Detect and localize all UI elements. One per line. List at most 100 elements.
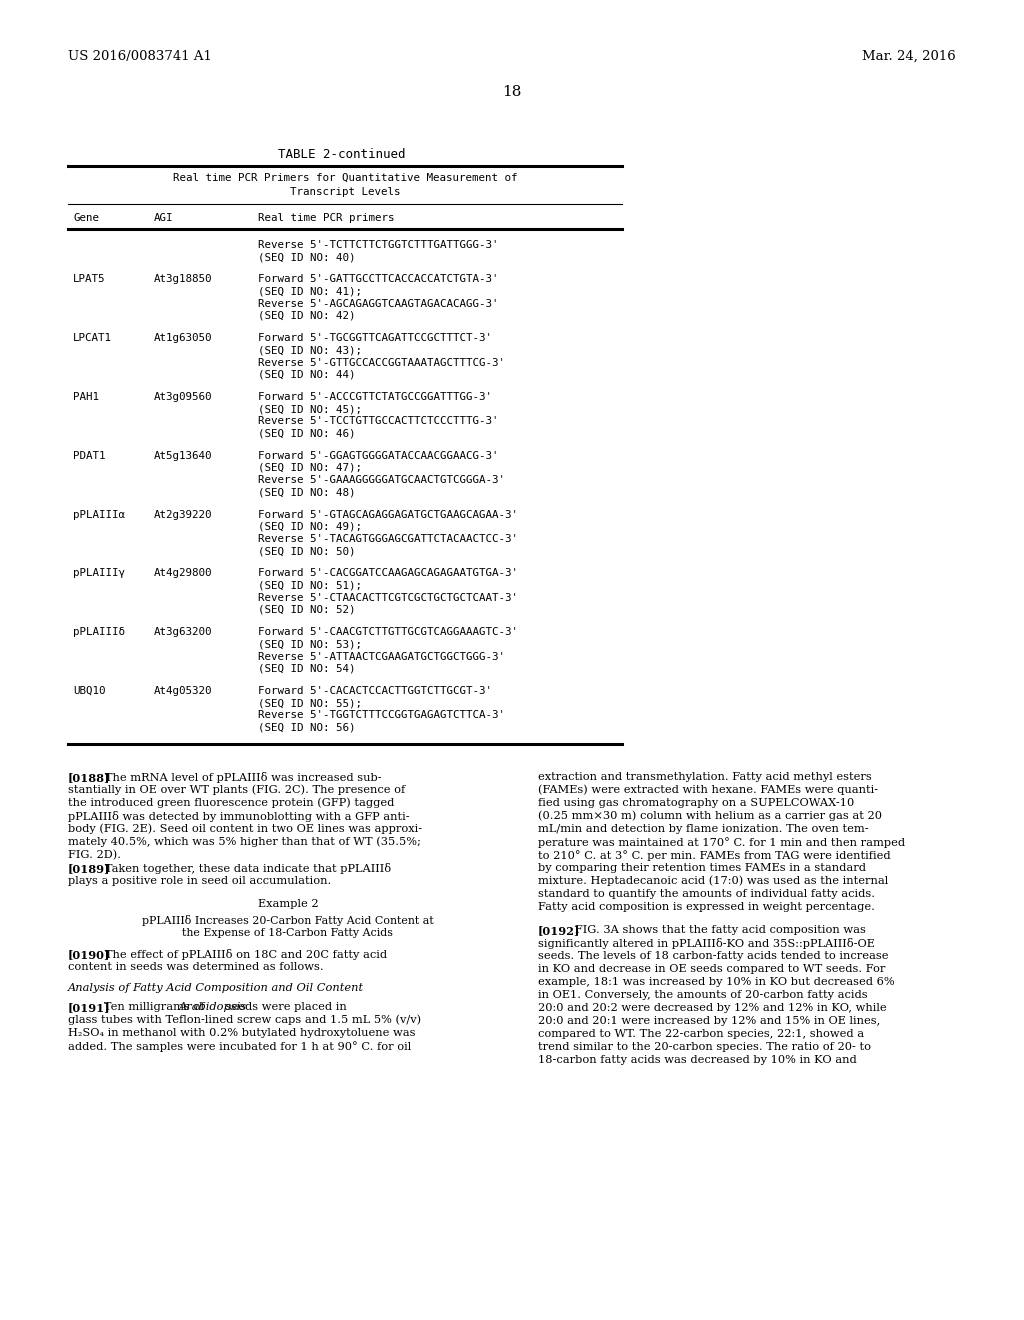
Text: The effect of pPLAIIIδ on 18C and 20C fatty acid: The effect of pPLAIIIδ on 18C and 20C fa… (93, 949, 387, 960)
Text: Arabidopsis: Arabidopsis (179, 1002, 247, 1012)
Text: Forward 5'-ACCCGTTCTATGCCGGATTTGG-3': Forward 5'-ACCCGTTCTATGCCGGATTTGG-3' (258, 392, 492, 403)
Text: Real time PCR primers: Real time PCR primers (258, 213, 394, 223)
Text: in OE1. Conversely, the amounts of 20-carbon fatty acids: in OE1. Conversely, the amounts of 20-ca… (538, 990, 867, 999)
Text: (SEQ ID NO: 49);: (SEQ ID NO: 49); (258, 521, 362, 532)
Text: perature was maintained at 170° C. for 1 min and then ramped: perature was maintained at 170° C. for 1… (538, 837, 905, 847)
Text: extraction and transmethylation. Fatty acid methyl esters: extraction and transmethylation. Fatty a… (538, 772, 871, 781)
Text: (FAMEs) were extracted with hexane. FAMEs were quanti-: (FAMEs) were extracted with hexane. FAME… (538, 785, 879, 796)
Text: pPLAIIIα: pPLAIIIα (73, 510, 125, 520)
Text: 20:0 and 20:2 were decreased by 12% and 12% in KO, while: 20:0 and 20:2 were decreased by 12% and … (538, 1003, 887, 1012)
Text: Reverse 5'-TGGTCTTTCCGGTGAGAGTCTTCA-3': Reverse 5'-TGGTCTTTCCGGTGAGAGTCTTCA-3' (258, 710, 505, 721)
Text: Forward 5'-CAACGTCTTGTTGCGTCAGGAAAGTC-3': Forward 5'-CAACGTCTTGTTGCGTCAGGAAAGTC-3' (258, 627, 518, 638)
Text: the Expense of 18-Carbon Fatty Acids: the Expense of 18-Carbon Fatty Acids (182, 928, 393, 937)
Text: Real time PCR Primers for Quantitative Measurement of: Real time PCR Primers for Quantitative M… (173, 173, 517, 183)
Text: FIG. 3A shows that the fatty acid composition was: FIG. 3A shows that the fatty acid compos… (563, 925, 865, 935)
Text: 18-carbon fatty acids was decreased by 10% in KO and: 18-carbon fatty acids was decreased by 1… (538, 1055, 857, 1065)
Text: H₂SO₄ in methanol with 0.2% butylated hydroxytoluene was: H₂SO₄ in methanol with 0.2% butylated hy… (68, 1028, 416, 1038)
Text: FIG. 2D).: FIG. 2D). (68, 850, 121, 861)
Text: Forward 5'-GATTGCCTTCACCACCATCTGTA-3': Forward 5'-GATTGCCTTCACCACCATCTGTA-3' (258, 275, 499, 284)
Text: (SEQ ID NO: 46): (SEQ ID NO: 46) (258, 429, 355, 438)
Text: (SEQ ID NO: 52): (SEQ ID NO: 52) (258, 605, 355, 615)
Text: plays a positive role in seed oil accumulation.: plays a positive role in seed oil accumu… (68, 875, 331, 886)
Text: (SEQ ID NO: 45);: (SEQ ID NO: 45); (258, 404, 362, 414)
Text: mixture. Heptadecanoic acid (17:0) was used as the internal: mixture. Heptadecanoic acid (17:0) was u… (538, 875, 888, 886)
Text: Reverse 5'-CTAACACTTCGTCGCTGCTGCTCAAT-3': Reverse 5'-CTAACACTTCGTCGCTGCTGCTCAAT-3' (258, 593, 518, 603)
Text: significantly altered in pPLAIIIδ-KO and 35S::pPLAIIIδ-OE: significantly altered in pPLAIIIδ-KO and… (538, 937, 874, 949)
Text: Reverse 5'-ATTAACTCGAAGATGCTGGCTGGG-3': Reverse 5'-ATTAACTCGAAGATGCTGGCTGGG-3' (258, 652, 505, 661)
Text: (SEQ ID NO: 53);: (SEQ ID NO: 53); (258, 639, 362, 649)
Text: trend similar to the 20-carbon species. The ratio of 20- to: trend similar to the 20-carbon species. … (538, 1041, 871, 1052)
Text: The mRNA level of pPLAIIIδ was increased sub-: The mRNA level of pPLAIIIδ was increased… (93, 772, 381, 783)
Text: (SEQ ID NO: 42): (SEQ ID NO: 42) (258, 312, 355, 321)
Text: pPLAIIIδ Increases 20-Carbon Fatty Acid Content at: pPLAIIIδ Increases 20-Carbon Fatty Acid … (142, 915, 434, 925)
Text: At4g29800: At4g29800 (154, 569, 213, 578)
Text: pPLAIIIγ: pPLAIIIγ (73, 569, 125, 578)
Text: At3g63200: At3g63200 (154, 627, 213, 638)
Text: added. The samples were incubated for 1 h at 90° C. for oil: added. The samples were incubated for 1 … (68, 1040, 412, 1052)
Text: Ten milligrams of: Ten milligrams of (92, 1002, 208, 1012)
Text: Reverse 5'-GAAAGGGGGATGCAACTGTCGGGA-3': Reverse 5'-GAAAGGGGGATGCAACTGTCGGGA-3' (258, 475, 505, 486)
Text: (SEQ ID NO: 44): (SEQ ID NO: 44) (258, 370, 355, 380)
Text: PAH1: PAH1 (73, 392, 99, 403)
Text: pPLAIIIδ was detected by immunoblotting with a GFP anti-: pPLAIIIδ was detected by immunoblotting … (68, 810, 410, 822)
Text: Reverse 5'-GTTGCCACCGGTAAATAGCTTTCG-3': Reverse 5'-GTTGCCACCGGTAAATAGCTTTCG-3' (258, 358, 505, 367)
Text: (SEQ ID NO: 56): (SEQ ID NO: 56) (258, 722, 355, 733)
Text: [0191]: [0191] (68, 1002, 111, 1012)
Text: Example 2: Example 2 (258, 899, 318, 908)
Text: example, 18:1 was increased by 10% in KO but decreased 6%: example, 18:1 was increased by 10% in KO… (538, 977, 895, 987)
Text: by comparing their retention times FAMEs in a standard: by comparing their retention times FAMEs… (538, 863, 866, 873)
Text: At5g13640: At5g13640 (154, 451, 213, 461)
Text: in KO and decrease in OE seeds compared to WT seeds. For: in KO and decrease in OE seeds compared … (538, 964, 886, 974)
Text: TABLE 2-continued: TABLE 2-continued (279, 148, 406, 161)
Text: Forward 5'-GGAGTGGGGATACCAACGGAACG-3': Forward 5'-GGAGTGGGGATACCAACGGAACG-3' (258, 451, 499, 461)
Text: pPLAIIIδ: pPLAIIIδ (73, 627, 125, 638)
Text: [0189]: [0189] (68, 863, 111, 874)
Text: mL/min and detection by flame ionization. The oven tem-: mL/min and detection by flame ionization… (538, 824, 868, 834)
Text: the introduced green fluorescence protein (GFP) tagged: the introduced green fluorescence protei… (68, 797, 394, 808)
Text: seeds. The levels of 18 carbon-fatty acids tended to increase: seeds. The levels of 18 carbon-fatty aci… (538, 950, 889, 961)
Text: PDAT1: PDAT1 (73, 451, 105, 461)
Text: standard to quantify the amounts of individual fatty acids.: standard to quantify the amounts of indi… (538, 888, 874, 899)
Text: (SEQ ID NO: 55);: (SEQ ID NO: 55); (258, 698, 362, 709)
Text: Reverse 5'-AGCAGAGGTCAAGTAGACACAGG-3': Reverse 5'-AGCAGAGGTCAAGTAGACACAGG-3' (258, 298, 499, 309)
Text: LPCAT1: LPCAT1 (73, 333, 112, 343)
Text: Gene: Gene (73, 213, 99, 223)
Text: (SEQ ID NO: 51);: (SEQ ID NO: 51); (258, 581, 362, 590)
Text: Reverse 5'-TCCTGTTGCCACTTCTCCCTTTG-3': Reverse 5'-TCCTGTTGCCACTTCTCCCTTTG-3' (258, 416, 499, 426)
Text: body (FIG. 2E). Seed oil content in two OE lines was approxi-: body (FIG. 2E). Seed oil content in two … (68, 824, 422, 834)
Text: Forward 5'-CACACTCCACTTGGTCTTGCGT-3': Forward 5'-CACACTCCACTTGGTCTTGCGT-3' (258, 686, 492, 696)
Text: compared to WT. The 22-carbon species, 22:1, showed a: compared to WT. The 22-carbon species, 2… (538, 1028, 864, 1039)
Text: Analysis of Fatty Acid Composition and Oil Content: Analysis of Fatty Acid Composition and O… (68, 983, 365, 993)
Text: At1g63050: At1g63050 (154, 333, 213, 343)
Text: (SEQ ID NO: 50): (SEQ ID NO: 50) (258, 546, 355, 556)
Text: (SEQ ID NO: 54): (SEQ ID NO: 54) (258, 664, 355, 673)
Text: (SEQ ID NO: 40): (SEQ ID NO: 40) (258, 252, 355, 263)
Text: seeds were placed in: seeds were placed in (222, 1002, 347, 1012)
Text: mately 40.5%, which was 5% higher than that of WT (35.5%;: mately 40.5%, which was 5% higher than t… (68, 837, 421, 847)
Text: At2g39220: At2g39220 (154, 510, 213, 520)
Text: (SEQ ID NO: 43);: (SEQ ID NO: 43); (258, 346, 362, 355)
Text: Transcript Levels: Transcript Levels (290, 187, 400, 197)
Text: (0.25 mm×30 m) column with helium as a carrier gas at 20: (0.25 mm×30 m) column with helium as a c… (538, 810, 882, 821)
Text: At3g09560: At3g09560 (154, 392, 213, 403)
Text: Forward 5'-GTAGCAGAGGAGATGCTGAAGCAGAA-3': Forward 5'-GTAGCAGAGGAGATGCTGAAGCAGAA-3' (258, 510, 518, 520)
Text: to 210° C. at 3° C. per min. FAMEs from TAG were identified: to 210° C. at 3° C. per min. FAMEs from … (538, 850, 891, 861)
Text: At4g05320: At4g05320 (154, 686, 213, 696)
Text: Reverse 5'-TCTTCTTCTGGTCTTTGATTGGG-3': Reverse 5'-TCTTCTTCTGGTCTTTGATTGGG-3' (258, 240, 499, 249)
Text: AGI: AGI (154, 213, 173, 223)
Text: (SEQ ID NO: 47);: (SEQ ID NO: 47); (258, 463, 362, 473)
Text: (SEQ ID NO: 41);: (SEQ ID NO: 41); (258, 286, 362, 297)
Text: [0192]: [0192] (538, 925, 581, 936)
Text: Forward 5'-CACGGATCCAAGAGCAGAGAATGTGA-3': Forward 5'-CACGGATCCAAGAGCAGAGAATGTGA-3' (258, 569, 518, 578)
Text: Reverse 5'-TACAGTGGGAGCGATTCTACAACTCC-3': Reverse 5'-TACAGTGGGAGCGATTCTACAACTCC-3' (258, 535, 518, 544)
Text: US 2016/0083741 A1: US 2016/0083741 A1 (68, 50, 212, 63)
Text: At3g18850: At3g18850 (154, 275, 213, 284)
Text: 18: 18 (503, 84, 521, 99)
Text: Mar. 24, 2016: Mar. 24, 2016 (862, 50, 956, 63)
Text: Fatty acid composition is expressed in weight percentage.: Fatty acid composition is expressed in w… (538, 902, 874, 912)
Text: content in seeds was determined as follows.: content in seeds was determined as follo… (68, 962, 324, 972)
Text: (SEQ ID NO: 48): (SEQ ID NO: 48) (258, 487, 355, 498)
Text: [0190]: [0190] (68, 949, 111, 960)
Text: [0188]: [0188] (68, 772, 111, 783)
Text: UBQ10: UBQ10 (73, 686, 105, 696)
